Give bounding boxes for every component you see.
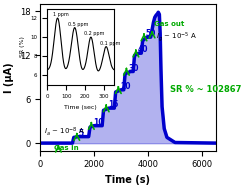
Text: SR % ~ 102867: SR % ~ 102867 [170, 85, 241, 94]
Text: 20: 20 [120, 82, 130, 91]
Text: 15: 15 [108, 100, 118, 109]
Y-axis label: I (μA): I (μA) [4, 62, 14, 93]
Text: 50: 50 [146, 29, 156, 38]
Text: $I_a$ ~ 10$^{-8}$ A: $I_a$ ~ 10$^{-8}$ A [44, 126, 85, 138]
Text: Gas out: Gas out [154, 21, 184, 27]
Text: 10: 10 [93, 118, 104, 127]
Text: 30: 30 [128, 64, 139, 73]
Text: 5: 5 [78, 129, 83, 138]
Text: $I_g$ ~ 10$^{-5}$ A: $I_g$ ~ 10$^{-5}$ A [156, 30, 197, 44]
X-axis label: Time (s): Time (s) [105, 175, 150, 185]
Text: 40: 40 [137, 45, 148, 54]
Text: Gas in: Gas in [53, 145, 78, 151]
